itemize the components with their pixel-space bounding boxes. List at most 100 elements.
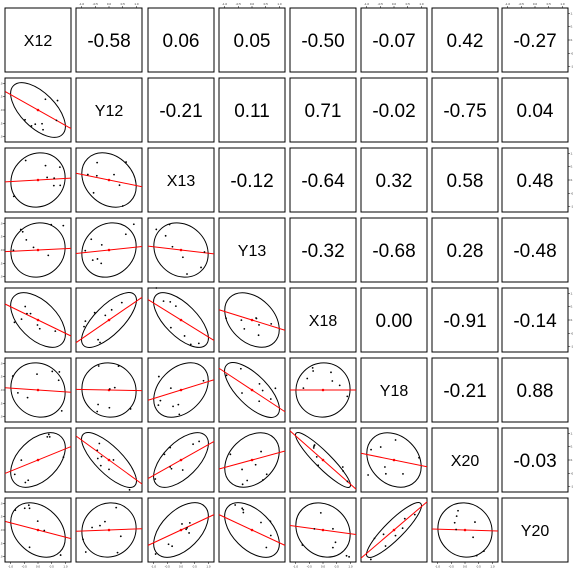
axis-tick-label: 0.0 (107, 2, 112, 6)
panel-frame (360, 357, 428, 423)
panel-frame (147, 7, 215, 73)
panel-frame (431, 427, 499, 493)
correlation-value: -0.50 (301, 31, 344, 52)
data-point (418, 456, 420, 459)
data-point (234, 504, 237, 506)
mean-point (107, 178, 111, 182)
panel-X18-X12 (4, 287, 72, 353)
data-point (240, 319, 243, 322)
data-point (47, 254, 50, 257)
right-axis-X20: -1.0 -0.5 0.0 0.5 1.0 (567, 431, 573, 489)
correlation-value: -0.64 (301, 171, 345, 192)
data-point (36, 520, 39, 523)
panel-frame (4, 147, 72, 213)
data-point (475, 554, 478, 557)
panel-frame (360, 427, 428, 493)
data-point (24, 481, 27, 484)
correlation-ellipse (10, 432, 66, 488)
data-point (92, 191, 95, 194)
data-point (169, 387, 172, 389)
data-point (394, 534, 397, 537)
panel-frame (360, 497, 428, 563)
axis-tick-label: -0.5 (571, 191, 573, 195)
correlation-ellipse (10, 222, 66, 278)
panel-frame (431, 217, 499, 283)
axis-tick-label: 0.5 (121, 2, 126, 6)
data-point (241, 392, 243, 394)
axis-tick-label: 0.5 (571, 305, 573, 309)
axis-tick-label: 0.0 (571, 318, 573, 322)
mean-point (321, 388, 325, 392)
correlation-ellipse (153, 502, 209, 558)
data-point (312, 447, 315, 449)
data-point (91, 526, 93, 529)
data-point (48, 435, 51, 438)
panel-Y13-X13 (147, 217, 215, 283)
data-point (306, 377, 309, 380)
correlation-ellipse (224, 362, 280, 418)
data-point (200, 266, 202, 269)
panel-X20-Y18 (360, 427, 428, 493)
data-point (55, 119, 58, 122)
panel-X20-X12 (4, 427, 72, 493)
panel-Y13-Y18: -0.68 (360, 217, 428, 283)
data-point (402, 473, 404, 475)
axis-tick-label: 0.0 (0, 528, 3, 532)
panel-frame (360, 77, 428, 143)
data-point (474, 521, 476, 523)
right-axis-X18: -1.0 -0.5 0.0 0.5 1.0 (567, 291, 573, 349)
data-point (97, 365, 100, 367)
panel-frame (360, 217, 428, 283)
axis-tick-label: -1.0 (79, 2, 85, 6)
panel-Y18-X13 (147, 357, 215, 423)
correlation-value: 0.11 (234, 101, 270, 122)
data-point (96, 457, 99, 460)
axis-tick-label: 0.5 (547, 2, 552, 6)
data-point (62, 224, 65, 227)
panel-frame (501, 217, 569, 283)
data-point (338, 384, 341, 387)
data-point (203, 251, 206, 253)
axis-tick-label: -0.5 (236, 2, 242, 6)
data-point (51, 370, 54, 373)
correlation-ellipse (10, 152, 66, 208)
axis-tick-label: -0.5 (93, 2, 99, 6)
axis-tick-label: -0.5 (0, 401, 3, 405)
data-point (345, 554, 348, 557)
panel-X18-X18: X18 (289, 287, 357, 353)
panel-Y18-Y13 (218, 357, 286, 423)
data-point (110, 308, 113, 311)
data-point (52, 184, 55, 187)
data-point (315, 455, 318, 458)
correlation-ellipse (224, 502, 280, 558)
data-point (311, 366, 314, 369)
data-point (453, 521, 456, 524)
correlation-value: -0.03 (513, 451, 556, 472)
data-point (24, 159, 27, 162)
bottom-axis-X12: -1.0 -0.5 0.0 0.5 1.0 (8, 561, 68, 569)
panel-Y13-Y12 (75, 217, 143, 283)
mean-point (392, 458, 396, 462)
mean-point (36, 318, 40, 322)
data-point (13, 473, 16, 476)
data-point (113, 386, 116, 389)
panel-Y20-X12 (4, 497, 72, 563)
panel-frame (147, 77, 215, 143)
correlation-ellipse (10, 292, 66, 348)
panel-X20-X18 (289, 427, 357, 493)
panel-frame (360, 147, 428, 213)
data-point (20, 318, 23, 321)
right-axis-X12: -1.0 -0.5 0.0 0.5 1.0 (567, 11, 573, 69)
data-point (274, 387, 277, 390)
axis-tick-label: 1.0 (277, 2, 282, 6)
panel-frame (431, 147, 499, 213)
data-point (26, 396, 29, 399)
data-point (115, 506, 118, 509)
data-point (257, 334, 260, 337)
data-point (242, 508, 245, 511)
correlation-value: -0.58 (87, 31, 130, 52)
panel-frame (75, 497, 143, 563)
data-point (169, 300, 172, 303)
data-point (157, 404, 160, 407)
axis-tick-label: 0.5 (571, 165, 573, 169)
